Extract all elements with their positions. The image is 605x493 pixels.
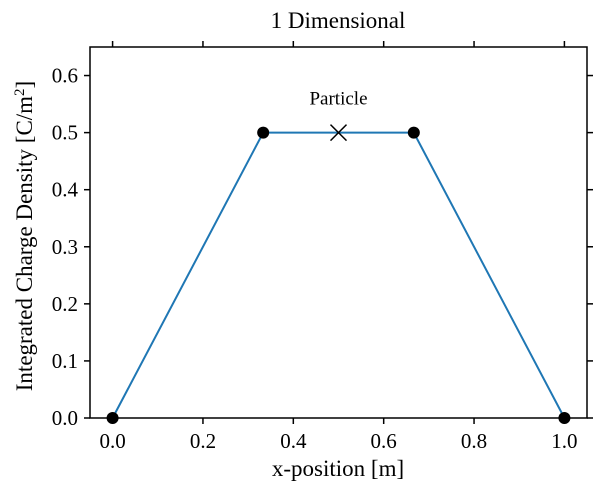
data-point: [257, 126, 270, 139]
y-axis-label-superscript: 2: [12, 88, 28, 96]
chart-title: 1 Dimensional: [271, 8, 406, 33]
y-tick-label: 0.4: [52, 178, 79, 202]
x-tick-label: 0.0: [99, 429, 125, 453]
x-tick-label: 0.8: [461, 429, 487, 453]
series-line: [111, 131, 566, 419]
x-tick-label: 1.0: [551, 429, 577, 453]
x-tick-label: 0.2: [190, 429, 216, 453]
particle-label: Particle: [309, 89, 367, 110]
y-axis-label: Integrated Charge Density [C/m2]: [12, 81, 37, 391]
y-axis-label-suffix: ]: [12, 81, 37, 89]
particle-marker: [329, 124, 348, 142]
axes-frame: [89, 46, 588, 419]
data-point: [407, 126, 420, 139]
y-tick-label: 0.1: [52, 349, 78, 373]
x-axis-label: x-position [m]: [272, 456, 404, 481]
particle-marker-stroke: [329, 124, 348, 142]
plot-area: Particle 0.0 0.2 0.4 0.6 0.8 1.0 0.0 0.1 0.2 0.3 0.…: [52, 41, 593, 453]
y-axis-label-main: Integrated Charge Density [C/m: [12, 96, 37, 391]
y-tick-label: 0.0: [52, 406, 78, 430]
x-tick-label: 0.6: [371, 429, 397, 453]
y-tick-label: 0.3: [52, 235, 78, 259]
x-tick-label: 0.4: [280, 429, 307, 453]
y-tick-label: 0.5: [52, 121, 78, 145]
y-tick-label: 0.2: [52, 292, 78, 316]
y-tick-label: 0.6: [52, 64, 78, 88]
